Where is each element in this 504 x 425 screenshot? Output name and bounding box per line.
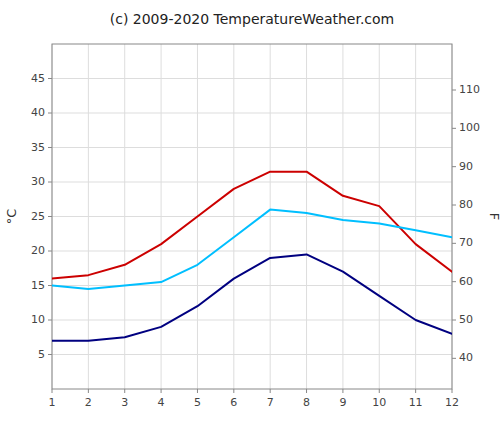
tick-mark bbox=[48, 251, 52, 252]
tick-mark bbox=[270, 389, 271, 393]
tick-mark bbox=[452, 243, 456, 244]
tick-mark bbox=[452, 358, 456, 359]
tick-mark bbox=[48, 216, 52, 217]
tick-label: 20 bbox=[31, 244, 45, 257]
tick-label: 30 bbox=[31, 175, 45, 188]
tick-label: 10 bbox=[372, 396, 386, 409]
tick-label: 110 bbox=[459, 83, 480, 96]
tick-label: 10 bbox=[31, 313, 45, 326]
grid-line bbox=[52, 113, 452, 114]
axis-label: °C bbox=[4, 209, 19, 225]
tick-label: 50 bbox=[459, 313, 473, 326]
tick-label: 5 bbox=[38, 348, 45, 361]
grid-line bbox=[52, 182, 452, 183]
grid bbox=[52, 44, 452, 389]
tick-label: 7 bbox=[267, 396, 274, 409]
tick-mark bbox=[197, 389, 198, 393]
title: (c) 2009-2020 TemperatureWeather.com bbox=[110, 11, 395, 27]
tick-label: 12 bbox=[445, 396, 459, 409]
tick-mark bbox=[452, 281, 456, 282]
tick-mark bbox=[48, 285, 52, 286]
line bbox=[52, 254, 452, 340]
tick-mark bbox=[88, 389, 89, 393]
grid-line bbox=[415, 44, 416, 389]
grid-line bbox=[306, 44, 307, 389]
tick-mark bbox=[233, 389, 234, 393]
y-axis: 5 10 15 20 25 30 35 40 45 bbox=[31, 72, 52, 361]
tick-mark bbox=[52, 389, 53, 393]
plot-area bbox=[52, 172, 452, 341]
tick-label: 6 bbox=[230, 396, 237, 409]
grid-line bbox=[161, 44, 162, 389]
tick-mark bbox=[452, 166, 456, 167]
tick-mark bbox=[379, 389, 380, 393]
tick-mark bbox=[306, 389, 307, 393]
line bbox=[52, 210, 452, 289]
tick-label: 100 bbox=[459, 121, 480, 134]
tick-label: 11 bbox=[409, 396, 423, 409]
tick-label: 35 bbox=[31, 141, 45, 154]
grid-line bbox=[52, 251, 452, 252]
grid-line bbox=[379, 44, 380, 389]
tick-mark bbox=[48, 320, 52, 321]
grid-line bbox=[342, 44, 343, 389]
x-axis: 123456789101112 bbox=[49, 389, 460, 409]
tick-label: 9 bbox=[339, 396, 346, 409]
grid-line bbox=[233, 44, 234, 389]
tick-label: 40 bbox=[459, 351, 473, 364]
grid-line bbox=[88, 44, 89, 389]
tick-label: 60 bbox=[459, 275, 473, 288]
chart: 5101520253035404540506070809010011012345… bbox=[0, 0, 504, 425]
tick-mark bbox=[48, 113, 52, 114]
tick-label: 3 bbox=[121, 396, 128, 409]
tick-label: 4 bbox=[158, 396, 165, 409]
tick-label: 40 bbox=[31, 106, 45, 119]
tick-mark bbox=[161, 389, 162, 393]
grid-line bbox=[52, 216, 452, 217]
grid-line bbox=[52, 78, 452, 79]
grid-line bbox=[52, 147, 452, 148]
tick-label: 8 bbox=[303, 396, 310, 409]
tick-label: 80 bbox=[459, 198, 473, 211]
tick-mark bbox=[452, 320, 456, 321]
tick-mark bbox=[452, 205, 456, 206]
tick-label: 5 bbox=[194, 396, 201, 409]
tick-mark bbox=[452, 90, 456, 91]
tick-mark bbox=[452, 128, 456, 129]
grid-line bbox=[270, 44, 271, 389]
tick-label: 1 bbox=[49, 396, 56, 409]
plot-frame bbox=[52, 44, 452, 389]
tick-mark bbox=[48, 147, 52, 148]
y2-axis: 40 50 60 70 80 90 100 110 bbox=[452, 83, 480, 364]
tick-mark bbox=[48, 182, 52, 183]
grid-line bbox=[52, 320, 452, 321]
grid-line bbox=[52, 354, 452, 355]
tick-mark bbox=[415, 389, 416, 393]
tick-mark bbox=[342, 389, 343, 393]
axis-label: F bbox=[487, 213, 502, 220]
tick-label: 15 bbox=[31, 279, 45, 292]
tick-label: 70 bbox=[459, 236, 473, 249]
tick-label: 25 bbox=[31, 210, 45, 223]
tick-mark bbox=[124, 389, 125, 393]
tick-mark bbox=[452, 389, 453, 393]
tick-label: 90 bbox=[459, 160, 473, 173]
tick-label: 2 bbox=[85, 396, 92, 409]
tick-mark bbox=[48, 78, 52, 79]
tick-label: 45 bbox=[31, 72, 45, 85]
tick-mark bbox=[48, 354, 52, 355]
